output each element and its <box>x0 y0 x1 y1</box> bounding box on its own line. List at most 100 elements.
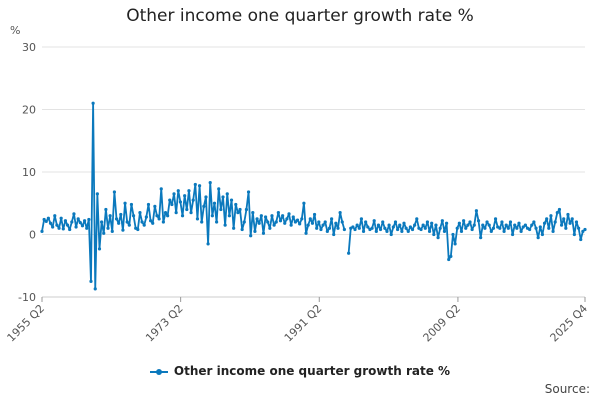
data-point[interactable] <box>281 214 285 218</box>
data-point[interactable] <box>61 227 65 231</box>
data-point[interactable] <box>498 226 502 230</box>
data-point[interactable] <box>542 221 547 225</box>
data-point[interactable] <box>470 227 474 232</box>
data-point[interactable] <box>434 223 438 227</box>
data-point[interactable] <box>63 219 68 223</box>
data-point[interactable] <box>110 229 114 233</box>
data-point[interactable] <box>361 229 366 233</box>
data-point[interactable] <box>406 229 410 233</box>
data-point[interactable] <box>76 217 80 221</box>
data-point[interactable] <box>189 211 193 215</box>
data-point[interactable] <box>481 223 485 227</box>
data-point[interactable] <box>568 221 572 225</box>
data-point[interactable] <box>376 223 381 227</box>
data-point[interactable] <box>517 221 521 225</box>
data-point[interactable] <box>255 217 259 221</box>
data-point[interactable] <box>572 232 576 237</box>
data-point[interactable] <box>327 226 332 230</box>
data-point[interactable] <box>240 227 244 232</box>
data-point[interactable] <box>444 221 449 225</box>
data-point[interactable] <box>510 232 515 237</box>
data-point[interactable] <box>223 223 227 227</box>
data-point[interactable] <box>244 207 249 212</box>
data-point[interactable] <box>304 231 308 235</box>
data-point[interactable] <box>289 223 293 227</box>
data-point[interactable] <box>191 198 195 202</box>
data-point[interactable] <box>238 207 242 212</box>
data-point[interactable] <box>553 220 557 224</box>
data-point[interactable] <box>364 220 368 224</box>
data-point[interactable] <box>200 220 204 224</box>
data-point[interactable] <box>459 229 464 233</box>
data-point[interactable] <box>451 232 455 237</box>
data-point[interactable] <box>564 226 568 230</box>
data-point[interactable] <box>97 247 102 251</box>
data-point[interactable] <box>523 223 527 227</box>
data-point[interactable] <box>208 181 212 185</box>
data-point[interactable] <box>366 225 370 229</box>
data-point[interactable] <box>372 219 376 223</box>
data-point[interactable] <box>204 195 208 199</box>
data-point[interactable] <box>351 225 355 229</box>
data-point[interactable] <box>159 187 163 191</box>
data-point[interactable] <box>474 209 478 213</box>
data-point[interactable] <box>227 214 231 218</box>
data-point[interactable] <box>404 226 408 230</box>
data-point[interactable] <box>270 214 274 218</box>
data-point[interactable] <box>342 227 346 232</box>
data-point[interactable] <box>151 221 155 225</box>
data-point[interactable] <box>234 202 238 207</box>
data-point[interactable] <box>396 227 400 232</box>
data-point[interactable] <box>253 229 257 233</box>
data-point[interactable] <box>48 221 53 225</box>
data-point[interactable] <box>295 218 300 222</box>
data-point[interactable] <box>385 229 389 233</box>
data-point[interactable] <box>455 226 459 230</box>
data-point[interactable] <box>57 226 61 230</box>
data-point[interactable] <box>393 220 398 224</box>
data-point[interactable] <box>125 220 129 224</box>
data-point[interactable] <box>432 232 436 237</box>
data-point[interactable] <box>117 221 121 225</box>
data-point[interactable] <box>538 225 542 229</box>
data-point[interactable] <box>72 212 76 216</box>
data-point[interactable] <box>272 223 276 227</box>
data-point[interactable] <box>285 217 289 221</box>
data-point[interactable] <box>440 219 444 223</box>
data-point[interactable] <box>104 207 108 212</box>
data-point[interactable] <box>298 222 302 226</box>
data-point[interactable] <box>229 198 234 202</box>
data-point[interactable] <box>106 226 110 230</box>
data-point[interactable] <box>178 200 183 204</box>
data-point[interactable] <box>319 227 323 232</box>
data-point[interactable] <box>168 198 172 202</box>
data-point[interactable] <box>276 211 280 215</box>
data-point[interactable] <box>91 101 95 105</box>
data-point[interactable] <box>215 220 219 224</box>
data-point[interactable] <box>302 201 306 205</box>
data-point[interactable] <box>185 207 189 212</box>
data-point[interactable] <box>136 227 140 232</box>
data-point[interactable] <box>119 212 123 217</box>
data-point[interactable] <box>466 223 470 227</box>
data-point[interactable] <box>378 227 383 232</box>
data-point[interactable] <box>293 220 297 224</box>
data-point[interactable] <box>266 220 270 224</box>
data-point[interactable] <box>491 226 496 230</box>
data-point[interactable] <box>202 204 206 208</box>
data-point[interactable] <box>562 217 566 221</box>
data-point[interactable] <box>85 226 89 230</box>
data-point[interactable] <box>65 223 70 227</box>
data-point[interactable] <box>219 207 223 212</box>
data-point[interactable] <box>53 214 57 218</box>
data-point[interactable] <box>410 227 415 232</box>
data-point[interactable] <box>453 242 457 246</box>
data-point[interactable] <box>515 226 519 230</box>
data-point[interactable] <box>100 220 104 224</box>
data-point[interactable] <box>195 217 200 221</box>
data-point[interactable] <box>80 224 85 228</box>
data-point[interactable] <box>40 229 44 233</box>
data-point[interactable] <box>176 189 180 193</box>
data-point[interactable] <box>359 217 364 221</box>
data-point[interactable] <box>268 226 272 230</box>
